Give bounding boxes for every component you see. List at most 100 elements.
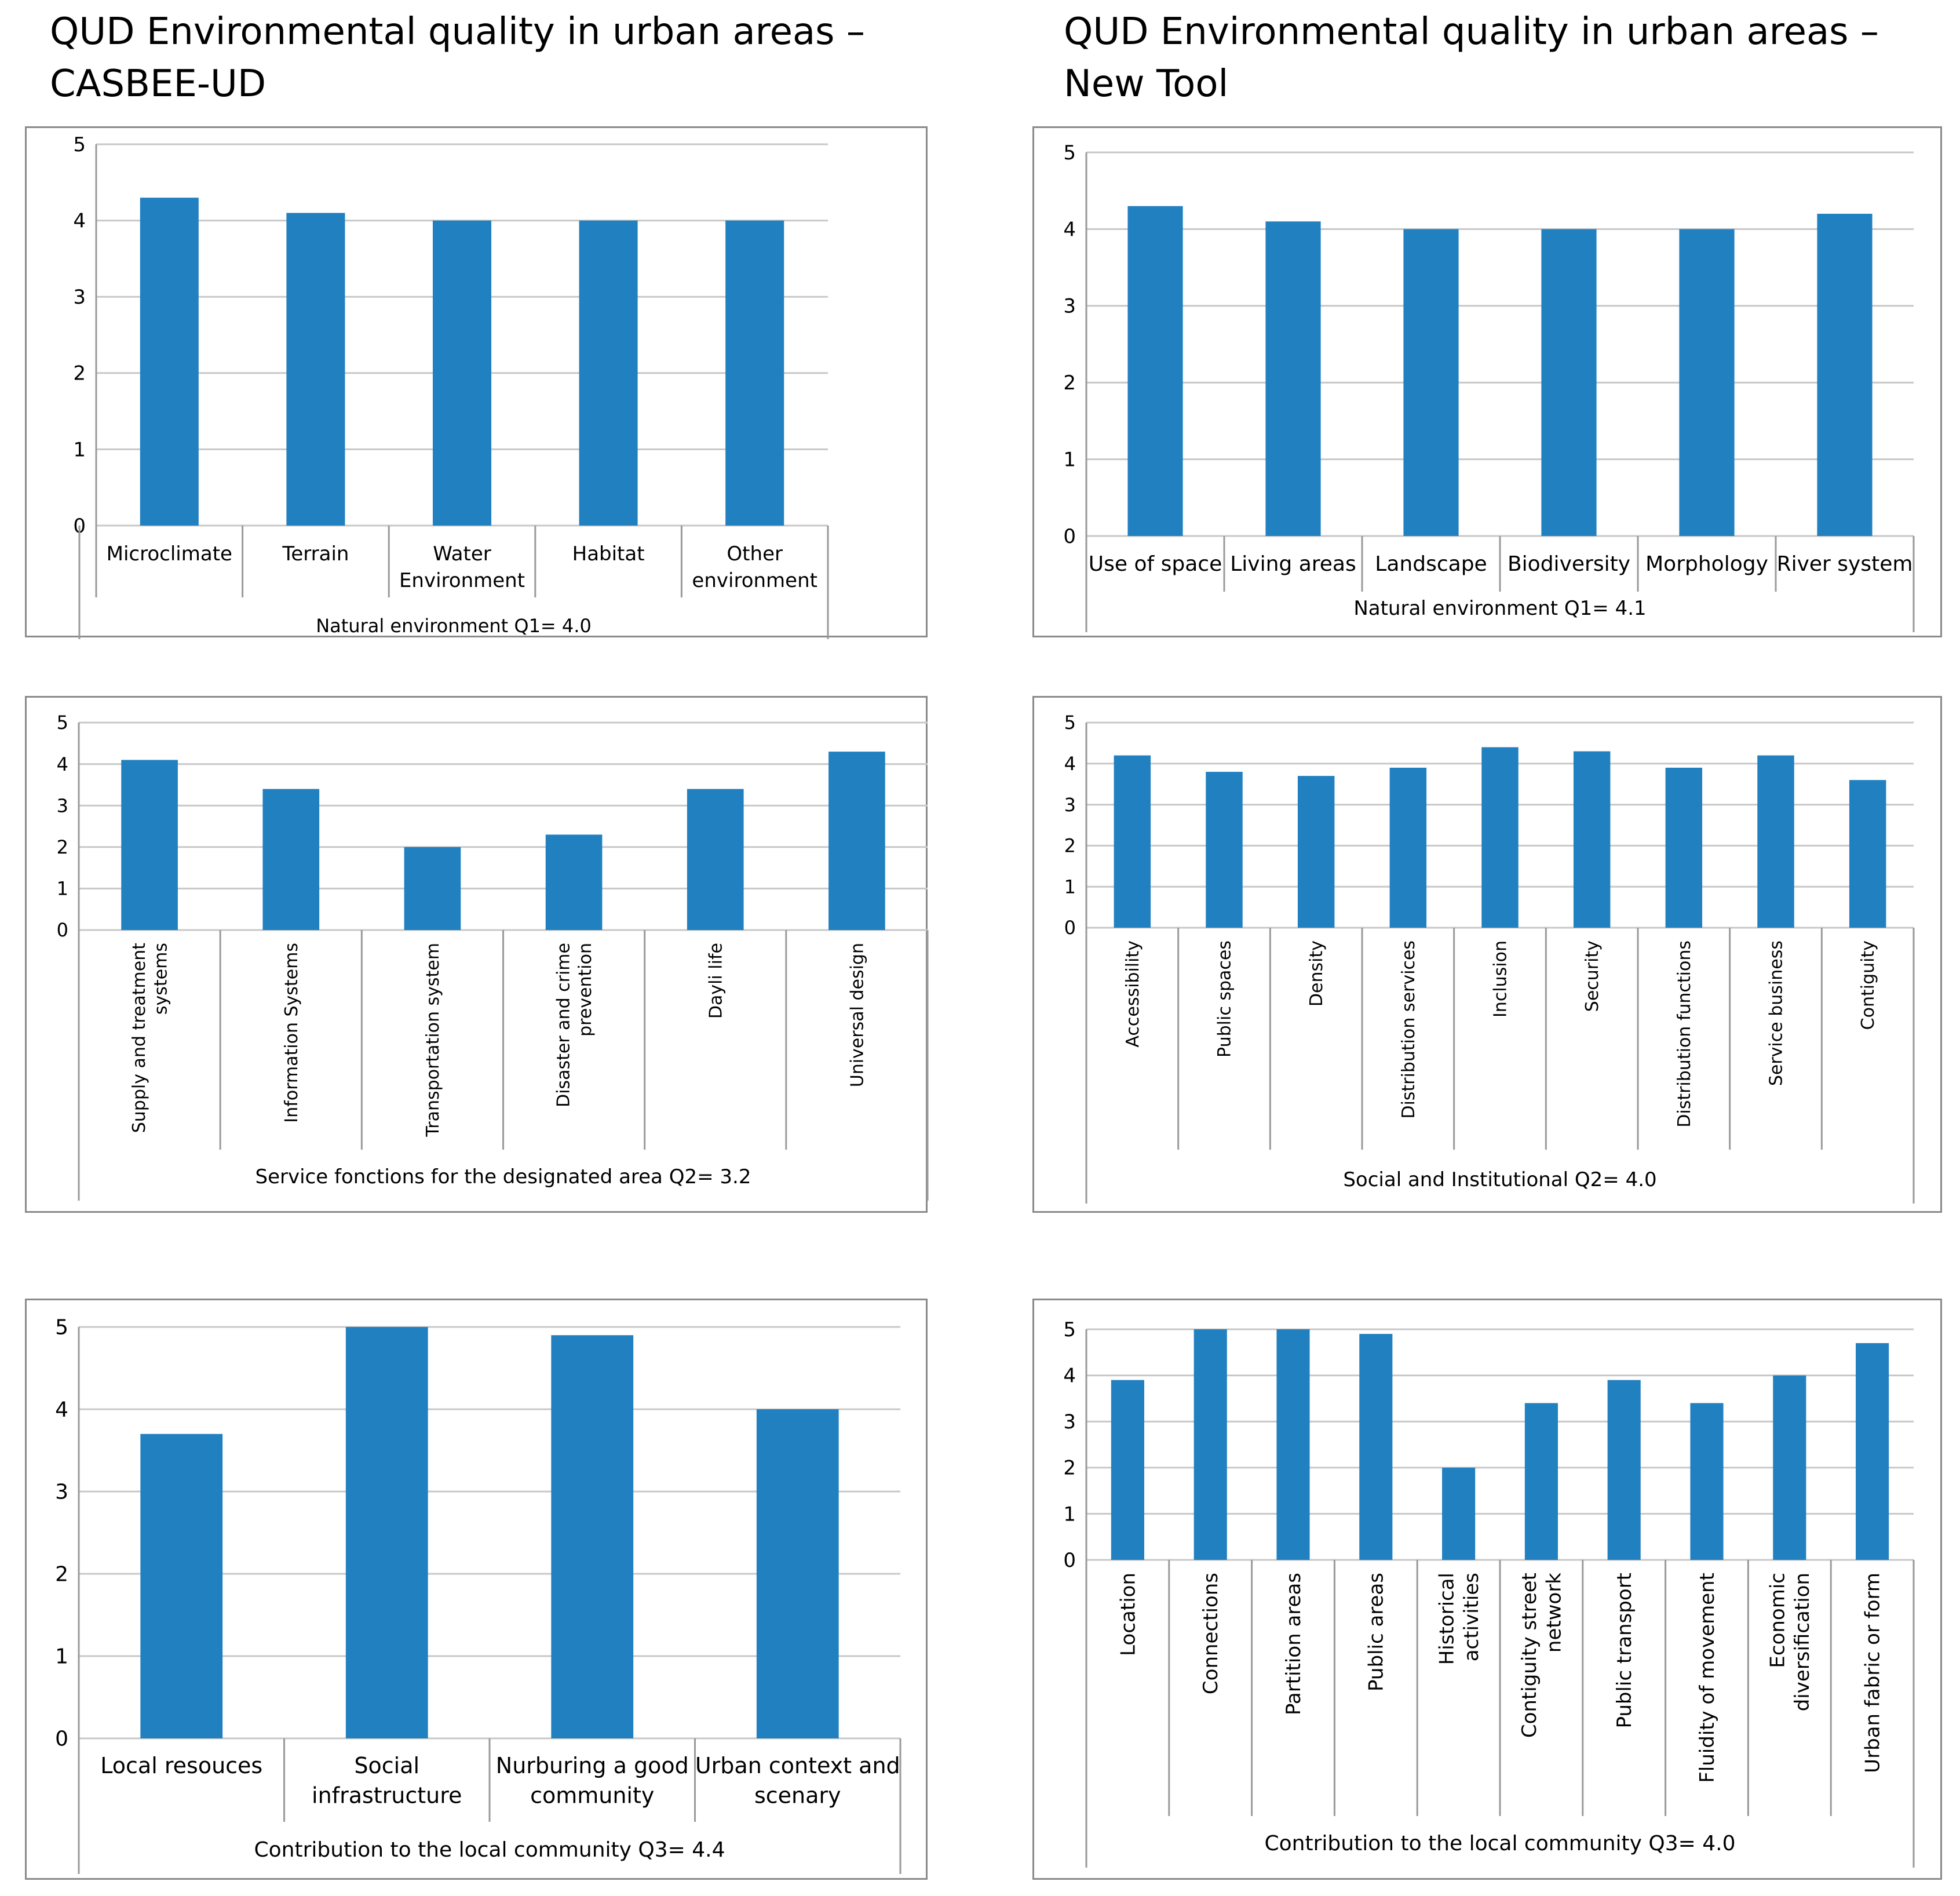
y-tick-label: 4 bbox=[1063, 218, 1076, 241]
left-title-line2: CASBEE-UD bbox=[50, 63, 267, 105]
bar-1 bbox=[140, 1434, 223, 1738]
y-tick-label: 2 bbox=[57, 836, 68, 858]
bar-4 bbox=[756, 1409, 839, 1738]
chart-axis-title: Natural environment Q1= 4.0 bbox=[316, 615, 592, 637]
y-tick-label: 5 bbox=[1064, 712, 1076, 734]
chart-axis-title: Service fonctions for the designated are… bbox=[256, 1165, 751, 1188]
y-tick-label: 3 bbox=[1063, 295, 1076, 318]
category-label: Inclusion bbox=[1491, 940, 1511, 1018]
chart-panel-casbee-q3: 0 1 2 3 4 5 Local resouces Social infrastructure… bbox=[25, 1299, 928, 1880]
category-label: Economicdiversification bbox=[1766, 1573, 1814, 1711]
category-label: Disaster and crimeprevention bbox=[553, 943, 595, 1107]
chart-axis-title: Contribution to the local community Q3= … bbox=[254, 1838, 725, 1862]
bar-5 bbox=[1679, 229, 1735, 536]
bar-8 bbox=[1757, 755, 1794, 928]
bar-2 bbox=[1265, 221, 1321, 536]
category-label: Water Environment bbox=[399, 542, 525, 592]
bar-4 bbox=[1359, 1333, 1393, 1560]
y-tick-label: 0 bbox=[1063, 525, 1076, 548]
bar-9 bbox=[1773, 1375, 1806, 1560]
bar-8 bbox=[1690, 1403, 1724, 1560]
category-label: Landscape bbox=[1375, 552, 1487, 576]
right-column-title: QUD Environmental quality in urban areas… bbox=[1064, 6, 1879, 110]
y-tick-label: 5 bbox=[73, 133, 86, 156]
y-tick-label: 2 bbox=[1064, 835, 1076, 857]
category-label: Use of space bbox=[1089, 552, 1222, 576]
bar-1 bbox=[1127, 206, 1183, 536]
y-tick-label: 5 bbox=[1063, 1318, 1076, 1341]
chart-panel-casbee-q2: 0 1 2 3 4 5 Supply and treatmentsystems Informa… bbox=[25, 696, 929, 1213]
chart-panel-newtool-q2: 0 1 2 3 4 5 Accessibility Public spaces Density D… bbox=[1032, 696, 1942, 1213]
y-tick-label: 3 bbox=[73, 286, 86, 309]
bar-10 bbox=[1856, 1343, 1889, 1560]
chart-panel-newtool-q1: 0 1 2 3 4 5 Use of space Living areas Landscape B… bbox=[1032, 126, 1942, 637]
right-title-line1: QUD Environmental quality in urban areas… bbox=[1064, 10, 1879, 53]
chart-svg-newtool-q2: 0 1 2 3 4 5 Accessibility Public spaces Density D… bbox=[1064, 712, 1915, 1204]
category-label: Accessibility bbox=[1123, 940, 1143, 1048]
y-tick-label: 5 bbox=[1063, 141, 1076, 165]
y-tick-label: 4 bbox=[1063, 1365, 1076, 1388]
y-tick-label: 1 bbox=[1063, 1503, 1076, 1526]
y-tick-label: 4 bbox=[55, 1398, 68, 1422]
bar-5 bbox=[1481, 747, 1519, 928]
category-label: Social infrastructure bbox=[312, 1753, 462, 1808]
bar-3 bbox=[1403, 229, 1459, 536]
bar-4 bbox=[579, 220, 638, 526]
category-label: Public spaces bbox=[1215, 940, 1235, 1058]
bar-2 bbox=[1193, 1329, 1227, 1560]
y-tick-label: 2 bbox=[73, 362, 86, 385]
bar-5 bbox=[1442, 1467, 1476, 1560]
category-label: Nurburing a good community bbox=[496, 1753, 689, 1808]
y-tick-label: 4 bbox=[1064, 753, 1076, 775]
category-label: Location bbox=[1116, 1573, 1140, 1656]
category-label: Contiguity bbox=[1858, 940, 1878, 1030]
category-label: Urban context and scenary bbox=[695, 1753, 900, 1808]
category-label: Information Systems bbox=[282, 943, 302, 1123]
category-label: Transportation system bbox=[423, 943, 443, 1137]
right-title-line2: New Tool bbox=[1064, 63, 1229, 105]
category-label: Distribution services bbox=[1399, 940, 1419, 1119]
y-tick-label: 1 bbox=[1064, 876, 1076, 898]
y-tick-label: 3 bbox=[55, 1481, 68, 1504]
category-label: Urban fabric or form bbox=[1862, 1573, 1885, 1773]
category-label: Fluidity of movement bbox=[1696, 1573, 1719, 1783]
category-label: Service business bbox=[1766, 940, 1787, 1086]
bar-4 bbox=[1541, 229, 1597, 536]
y-tick-label: 3 bbox=[1064, 794, 1076, 816]
chart-svg-newtool-q1: 0 1 2 3 4 5 Use of space Living areas Landscape B… bbox=[1063, 141, 1915, 632]
y-tick-label: 5 bbox=[55, 1316, 68, 1340]
y-tick-label: 2 bbox=[55, 1563, 68, 1587]
category-label: Public areas bbox=[1365, 1573, 1388, 1691]
chart-axis-title: Natural environment Q1= 4.1 bbox=[1353, 597, 1646, 620]
y-tick-label: 0 bbox=[55, 1727, 68, 1751]
chart-svg-newtool-q3: 0 1 2 3 4 5 Location Connections Partition areas… bbox=[1063, 1318, 1915, 1868]
bar-3 bbox=[551, 1335, 634, 1738]
y-tick-label: 5 bbox=[57, 712, 68, 734]
y-tick-label: 1 bbox=[57, 878, 68, 900]
y-tick-label: 3 bbox=[1063, 1410, 1076, 1434]
left-column-title: QUD Environmental quality in urban areas… bbox=[50, 6, 865, 110]
bar-3 bbox=[432, 220, 492, 526]
bar-6 bbox=[1817, 213, 1873, 536]
bar-3 bbox=[404, 847, 461, 930]
bar-2 bbox=[262, 789, 320, 930]
category-label: Habitat bbox=[572, 542, 645, 566]
chart-axis-title: Social and Institutional Q2= 4.0 bbox=[1343, 1168, 1656, 1191]
category-label: Microclimate bbox=[107, 542, 232, 566]
y-tick-label: 2 bbox=[1063, 371, 1076, 395]
category-label: Density bbox=[1306, 940, 1327, 1007]
chart-panel-newtool-q3: 0 1 2 3 4 5 Location Connections Partition areas… bbox=[1032, 1299, 1942, 1880]
y-tick-label: 0 bbox=[1063, 1549, 1076, 1572]
bar-2 bbox=[1206, 771, 1243, 928]
bar-5 bbox=[725, 220, 784, 526]
bar-7 bbox=[1665, 767, 1703, 928]
bar-3 bbox=[1276, 1329, 1310, 1560]
y-tick-label: 1 bbox=[55, 1645, 68, 1669]
category-label: Supply and treatmentsystems bbox=[129, 943, 171, 1133]
y-tick-label: 1 bbox=[73, 438, 86, 461]
category-label: Other environment bbox=[692, 542, 817, 592]
y-tick-label: 4 bbox=[73, 210, 86, 233]
category-label: Biodiversity bbox=[1508, 552, 1630, 576]
category-label: Public transport bbox=[1613, 1573, 1636, 1729]
category-label: Living areas bbox=[1230, 552, 1356, 576]
